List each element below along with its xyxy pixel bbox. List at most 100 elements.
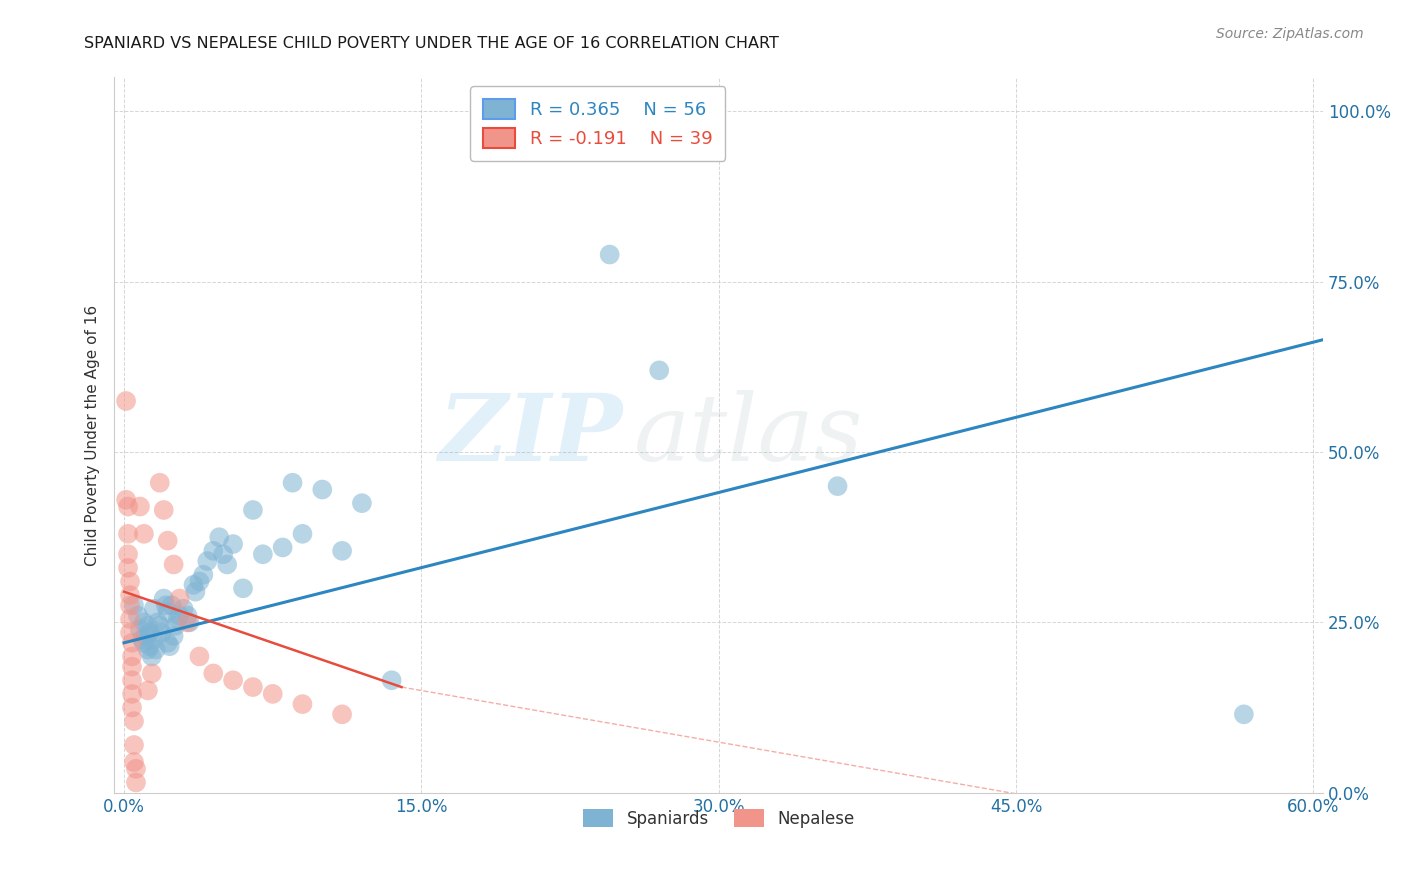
- Point: [217, 558, 239, 572]
- Point: [499, 108, 522, 122]
- Point: [125, 762, 148, 776]
- Point: [350, 496, 373, 510]
- Point: [121, 687, 143, 701]
- Point: [122, 599, 145, 613]
- Point: [118, 625, 141, 640]
- Point: [169, 591, 191, 606]
- Point: [262, 687, 284, 701]
- Point: [330, 544, 353, 558]
- Point: [141, 649, 163, 664]
- Point: [131, 632, 153, 647]
- Point: [173, 601, 195, 615]
- Point: [165, 619, 187, 633]
- Point: [242, 680, 264, 694]
- Point: [121, 659, 143, 673]
- Point: [117, 526, 139, 541]
- Point: [136, 642, 159, 657]
- Point: [118, 612, 141, 626]
- Point: [163, 558, 186, 572]
- Point: [142, 632, 165, 647]
- Point: [132, 636, 155, 650]
- Point: [159, 639, 181, 653]
- Point: [232, 582, 254, 596]
- Point: [188, 574, 211, 589]
- Point: [188, 649, 211, 664]
- Point: [117, 547, 139, 561]
- Point: [281, 475, 304, 490]
- Point: [118, 588, 141, 602]
- Point: [145, 642, 167, 657]
- Point: [381, 673, 404, 688]
- Point: [121, 700, 143, 714]
- Point: [118, 599, 141, 613]
- Point: [195, 554, 218, 568]
- Point: [1233, 707, 1256, 722]
- Point: [150, 625, 173, 640]
- Point: [115, 492, 138, 507]
- Point: [184, 584, 207, 599]
- Point: [330, 707, 353, 722]
- Point: [166, 612, 188, 626]
- Point: [222, 673, 245, 688]
- Point: [163, 629, 186, 643]
- Point: [117, 561, 139, 575]
- Text: Source: ZipAtlas.com: Source: ZipAtlas.com: [1216, 27, 1364, 41]
- Point: [179, 615, 201, 630]
- Point: [132, 615, 155, 630]
- Point: [208, 530, 231, 544]
- Point: [156, 605, 179, 619]
- Point: [149, 475, 172, 490]
- Point: [132, 526, 155, 541]
- Point: [169, 608, 191, 623]
- Point: [121, 636, 143, 650]
- Point: [135, 629, 157, 643]
- Point: [152, 503, 174, 517]
- Point: [156, 636, 179, 650]
- Point: [202, 666, 225, 681]
- Point: [152, 591, 174, 606]
- Point: [149, 619, 172, 633]
- Text: SPANIARD VS NEPALESE CHILD POVERTY UNDER THE AGE OF 16 CORRELATION CHART: SPANIARD VS NEPALESE CHILD POVERTY UNDER…: [84, 36, 779, 51]
- Point: [146, 615, 169, 630]
- Point: [193, 567, 215, 582]
- Y-axis label: Child Poverty Under the Age of 16: Child Poverty Under the Age of 16: [86, 304, 100, 566]
- Point: [122, 755, 145, 769]
- Text: atlas: atlas: [634, 390, 863, 480]
- Point: [141, 666, 163, 681]
- Point: [311, 483, 333, 497]
- Point: [121, 649, 143, 664]
- Point: [125, 775, 148, 789]
- Point: [648, 363, 671, 377]
- Point: [212, 547, 235, 561]
- Point: [142, 601, 165, 615]
- Point: [136, 619, 159, 633]
- Point: [136, 683, 159, 698]
- Point: [129, 500, 152, 514]
- Point: [252, 547, 274, 561]
- Point: [599, 247, 621, 261]
- Point: [160, 599, 183, 613]
- Point: [202, 544, 225, 558]
- Point: [242, 503, 264, 517]
- Point: [176, 615, 198, 630]
- Point: [139, 625, 162, 640]
- Point: [122, 714, 145, 728]
- Legend: Spaniards, Nepalese: Spaniards, Nepalese: [576, 803, 860, 834]
- Point: [121, 673, 143, 688]
- Point: [117, 500, 139, 514]
- Point: [118, 574, 141, 589]
- Point: [222, 537, 245, 551]
- Text: ZIP: ZIP: [437, 390, 621, 480]
- Point: [127, 608, 149, 623]
- Point: [827, 479, 849, 493]
- Point: [115, 394, 138, 409]
- Point: [139, 639, 162, 653]
- Point: [183, 578, 205, 592]
- Point: [129, 622, 152, 636]
- Point: [155, 599, 177, 613]
- Point: [156, 533, 179, 548]
- Point: [291, 526, 314, 541]
- Point: [176, 608, 198, 623]
- Point: [271, 541, 294, 555]
- Point: [291, 697, 314, 711]
